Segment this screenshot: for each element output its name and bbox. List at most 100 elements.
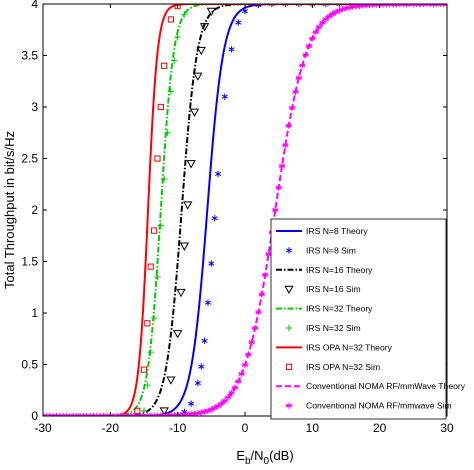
data-point (235, 19, 242, 26)
legend-swatch (284, 285, 294, 295)
data-point (268, 4, 275, 8)
data-point (166, 376, 176, 385)
legend-swatch (285, 324, 293, 332)
data-point (151, 227, 158, 234)
data-point (144, 320, 151, 327)
y-tick-label: 1.5 (21, 255, 38, 269)
data-point (150, 314, 158, 322)
x-axis-label: Eb/N0(dB) (236, 448, 293, 467)
data-point (147, 263, 154, 270)
data-point (241, 361, 249, 369)
data-point (144, 381, 151, 389)
legend-label: IRS OPA N=32 Sim (306, 362, 380, 372)
legend-label: IRS N=32 Theory (306, 304, 373, 314)
data-point (140, 366, 148, 373)
series-markers-irs-n-32-sim (140, 11, 188, 415)
data-point (322, 16, 329, 23)
data-point (198, 363, 205, 370)
legend-swatch (285, 363, 293, 370)
legend-item-irs-n-16-theory: IRS N=16 Theory (276, 265, 373, 275)
data-point (174, 33, 181, 41)
legend-item-irs-n-8-sim: IRS N=8 Sim (285, 245, 356, 255)
x-tick-label: 10 (306, 421, 320, 435)
data-point (174, 4, 181, 10)
data-point (176, 288, 186, 298)
data-point (309, 35, 316, 42)
data-point (245, 351, 252, 358)
data-point (201, 337, 208, 345)
legend-item-irs-n-32-sim: IRS N=32 Sim (285, 323, 361, 333)
data-point (181, 11, 188, 18)
data-point (278, 162, 286, 170)
data-point (208, 406, 215, 413)
data-point (211, 215, 218, 222)
data-point (215, 170, 222, 178)
data-point (208, 260, 215, 267)
data-point (295, 4, 302, 8)
data-point (193, 72, 203, 81)
data-point (173, 330, 183, 339)
data-point (167, 16, 175, 23)
data-point (315, 23, 323, 31)
data-point (241, 8, 249, 15)
data-point (282, 141, 289, 149)
data-point (292, 88, 299, 96)
data-point (299, 62, 306, 69)
data-point (238, 370, 245, 378)
series-markers-irs-n-16-sim (159, 7, 216, 416)
data-point (206, 7, 216, 17)
data-point (161, 175, 168, 183)
legend-item-conventional-noma-rf-mmwave-theory: Conventional NOMA RF/mmWave Theory (276, 381, 466, 391)
legend-label: IRS N=32 Sim (306, 323, 361, 333)
data-point (248, 338, 255, 346)
y-tick-label: 0.5 (21, 358, 38, 372)
axes: -30 -20 -10 0 10 20 30 0 0.5 1 1.5 2 2.5 3 3.5 4 (21, 0, 454, 435)
data-point (275, 184, 282, 191)
data-point (312, 29, 319, 36)
legend-swatch (285, 402, 293, 409)
legend-label: IRS N=8 Sim (306, 245, 356, 255)
y-axis-label: Total Throughput in bit/s/Hz (2, 131, 17, 289)
y-tick-label: 4 (31, 0, 38, 11)
data-point (171, 57, 178, 64)
data-point (228, 46, 235, 53)
data-point (224, 394, 232, 401)
legend-label: Conventional NOMA RF/mmWave Theory (306, 381, 466, 391)
data-point (164, 129, 171, 136)
x-tick-label: 0 (242, 421, 249, 435)
y-tick-label: 1 (31, 306, 38, 320)
data-point (255, 308, 262, 316)
data-point (218, 400, 225, 407)
data-point (235, 378, 242, 385)
legend-swatch (285, 247, 293, 254)
data-point (285, 122, 292, 129)
y-tick-label: 0 (31, 409, 38, 423)
data-point (231, 384, 239, 391)
data-point (336, 4, 343, 8)
data-point (179, 242, 190, 251)
x-tick-label: -30 (34, 421, 52, 435)
data-point (186, 160, 196, 169)
legend-label: IRS N=8 Theory (306, 226, 368, 236)
y-tick-label: 2 (31, 203, 38, 217)
legend-box (270, 218, 447, 420)
data-point (147, 348, 154, 356)
data-point (262, 271, 269, 279)
data-point (154, 155, 161, 162)
data-point (204, 299, 211, 306)
data-point (221, 93, 228, 100)
x-tick-label: 20 (373, 421, 387, 435)
data-point (199, 23, 210, 32)
data-point (183, 201, 193, 210)
data-point (282, 4, 289, 8)
data-point (188, 400, 195, 407)
legend-item-irs-n-8-theory: IRS N=8 Theory (276, 226, 368, 236)
data-point (319, 19, 326, 26)
data-point (221, 397, 228, 404)
data-point (322, 4, 329, 8)
legend: IRS N=8 Theory IRS N=8 Sim IRS N=16 Theory… (270, 218, 466, 420)
x-tick-label: 30 (440, 421, 454, 435)
data-point (265, 250, 272, 258)
data-point (157, 103, 164, 111)
y-tick-label: 3.5 (21, 49, 38, 63)
